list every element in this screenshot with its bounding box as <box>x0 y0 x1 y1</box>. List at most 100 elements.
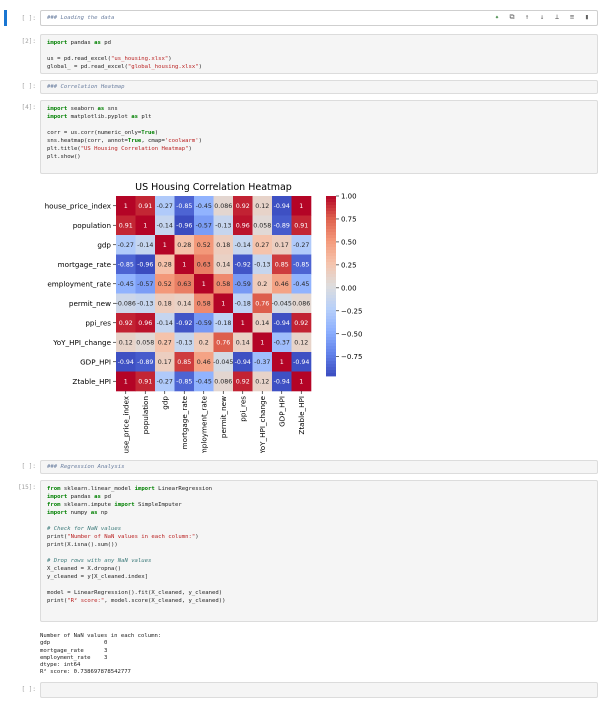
cell-annotation: 1 <box>124 203 128 210</box>
cell-annotation: 1 <box>221 301 225 308</box>
heatmap-cell <box>291 293 312 314</box>
colorbar-segment <box>326 283 336 287</box>
cell-annotation: 0.12 <box>119 340 133 347</box>
chart-title: US Housing Correlation Heatmap <box>135 182 292 193</box>
cell-annotation: 0.63 <box>177 281 191 288</box>
cell-code-15[interactable]: [15]: from sklearn.linear_model import L… <box>0 480 602 622</box>
x-tick-label: YoY_HPI_change <box>258 395 267 453</box>
sparkle-icon[interactable]: ✦ <box>494 13 500 21</box>
heatmap-cell <box>272 332 292 353</box>
heatmap-cell <box>252 332 273 353</box>
colorbar-segment <box>326 367 336 371</box>
cell-annotation: -0.89 <box>274 223 290 230</box>
output-line: R² score: 0.738697878542777 <box>40 669 131 676</box>
heatmap-cell <box>233 313 253 333</box>
heatmap-cell <box>194 293 214 314</box>
heatmap-cell <box>252 293 273 314</box>
cell-annotation: -0.13 <box>215 223 231 230</box>
heatmap-cell <box>213 254 234 275</box>
colorbar-segment <box>326 217 336 221</box>
heatmap-cell <box>233 274 253 294</box>
code-editor[interactable]: import seaborn as sns import matplotlib.… <box>40 100 598 174</box>
heatmap-cell <box>213 293 234 314</box>
heatmap-cell <box>135 293 156 314</box>
cell-annotation: -0.85 <box>293 262 309 269</box>
code-editor[interactable] <box>40 682 598 698</box>
move-up-icon[interactable]: ↑ <box>524 13 530 21</box>
cell-annotation: 1 <box>299 203 303 210</box>
cell-annotation: 0.14 <box>177 301 191 308</box>
cell-regression-md[interactable]: [ ]: ### Regression Analysis <box>0 460 602 474</box>
move-down-icon[interactable]: ↓ <box>539 13 545 21</box>
cell-annotation: -0.57 <box>196 223 212 230</box>
colorbar-segment <box>326 349 336 353</box>
cell-prompt: [2]: <box>21 38 36 45</box>
heatmap-cell <box>252 215 273 236</box>
cell-toolbar: ✦ ⧉ ↑ ↓ ⊥ ≡ ▮ <box>493 13 591 22</box>
colorbar-segment <box>326 310 336 314</box>
cell-annotation: 0.18 <box>216 242 230 249</box>
heatmap-cell <box>194 352 214 372</box>
heatmap-cell <box>174 313 195 333</box>
active-cell-indicator <box>4 10 7 26</box>
cell-annotation: -0.89 <box>137 359 153 366</box>
cell-annotation: 0.85 <box>275 262 289 269</box>
colorbar-segment <box>326 325 336 329</box>
colorbar-segment <box>326 262 336 266</box>
x-tick-label: gdp <box>160 396 169 410</box>
cell-code-2[interactable]: [2]: import pandas as pd us = pd.read_ex… <box>0 34 602 74</box>
heatmap-cell <box>233 352 253 372</box>
cell-annotation: -0.85 <box>118 262 134 269</box>
heatmap-cell <box>291 196 312 216</box>
colorbar-segment <box>326 286 336 290</box>
heatmap-cell <box>233 332 253 353</box>
heatmap-cell <box>213 235 234 255</box>
cell-annotation: 1 <box>299 379 303 386</box>
cell-empty[interactable]: [ ]: <box>0 682 602 698</box>
format-icon[interactable]: ≡ <box>569 13 575 21</box>
delete-icon[interactable]: ▮ <box>584 13 590 21</box>
cell-annotation: -0.14 <box>157 223 173 230</box>
cell-code-4[interactable]: [4]: import seaborn as sns import matplo… <box>0 100 602 174</box>
y-tick-label: ppi_res <box>85 318 111 327</box>
markdown-editor[interactable]: ### Regression Analysis <box>40 460 598 474</box>
regression-output: Number of NaN values in each column: gdp … <box>40 626 161 676</box>
cell-annotation: 0.96 <box>138 320 152 327</box>
colorbar-tick-label: 0.75 <box>341 215 357 223</box>
colorbar-segment <box>326 196 336 200</box>
colorbar-segment <box>326 313 336 317</box>
cell-prompt: [ ]: <box>21 686 36 693</box>
cell-annotation: 0.52 <box>197 242 211 249</box>
copy-icon[interactable]: ⧉ <box>509 13 515 21</box>
cell-loading-data[interactable]: [ ]: ### Loading the data ✦ ⧉ ↑ ↓ ⊥ ≡ ▮ <box>0 10 602 26</box>
colorbar-segment <box>326 298 336 302</box>
colorbar-segment <box>326 343 336 347</box>
colorbar-segment <box>326 334 336 338</box>
cell-annotation: -0.45 <box>196 379 212 386</box>
code-editor[interactable]: from sklearn.linear_model import LinearR… <box>40 480 598 622</box>
cell-correlation-heatmap-md[interactable]: [ ]: ### Correlation Heatmap <box>0 80 602 94</box>
heatmap-cell <box>252 313 273 333</box>
markdown-editor[interactable]: ### Correlation Heatmap <box>40 80 598 94</box>
y-tick-label: permit_new <box>69 299 111 308</box>
colorbar-tick-label: −0.75 <box>341 353 362 361</box>
heatmap-cell <box>135 215 156 236</box>
colorbar-segment <box>326 361 336 365</box>
colorbar-segment <box>326 232 336 236</box>
heatmap-cell <box>135 235 156 255</box>
insert-below-icon[interactable]: ⊥ <box>554 13 560 21</box>
colorbar-tick-label: 1.00 <box>341 193 357 201</box>
colorbar-segment <box>326 355 336 359</box>
code-editor[interactable]: import pandas as pd us = pd.read_excel("… <box>40 34 598 74</box>
cell-prompt: [ ]: <box>21 83 36 90</box>
cell-annotation: 0.92 <box>119 320 133 327</box>
cell-annotation: -0.96 <box>137 262 153 269</box>
cell-annotation: -0.85 <box>176 203 192 210</box>
cell-annotation: 0.92 <box>294 320 308 327</box>
cell-annotation: -0.045 <box>213 359 233 366</box>
markdown-editor[interactable]: ### Loading the data ✦ ⧉ ↑ ↓ ⊥ ≡ ▮ <box>40 10 598 26</box>
colorbar-segment <box>326 274 336 278</box>
heatmap-cell <box>155 293 175 314</box>
cell-annotation: -0.85 <box>176 379 192 386</box>
x-tick-label: mortgage_rate <box>180 395 189 449</box>
